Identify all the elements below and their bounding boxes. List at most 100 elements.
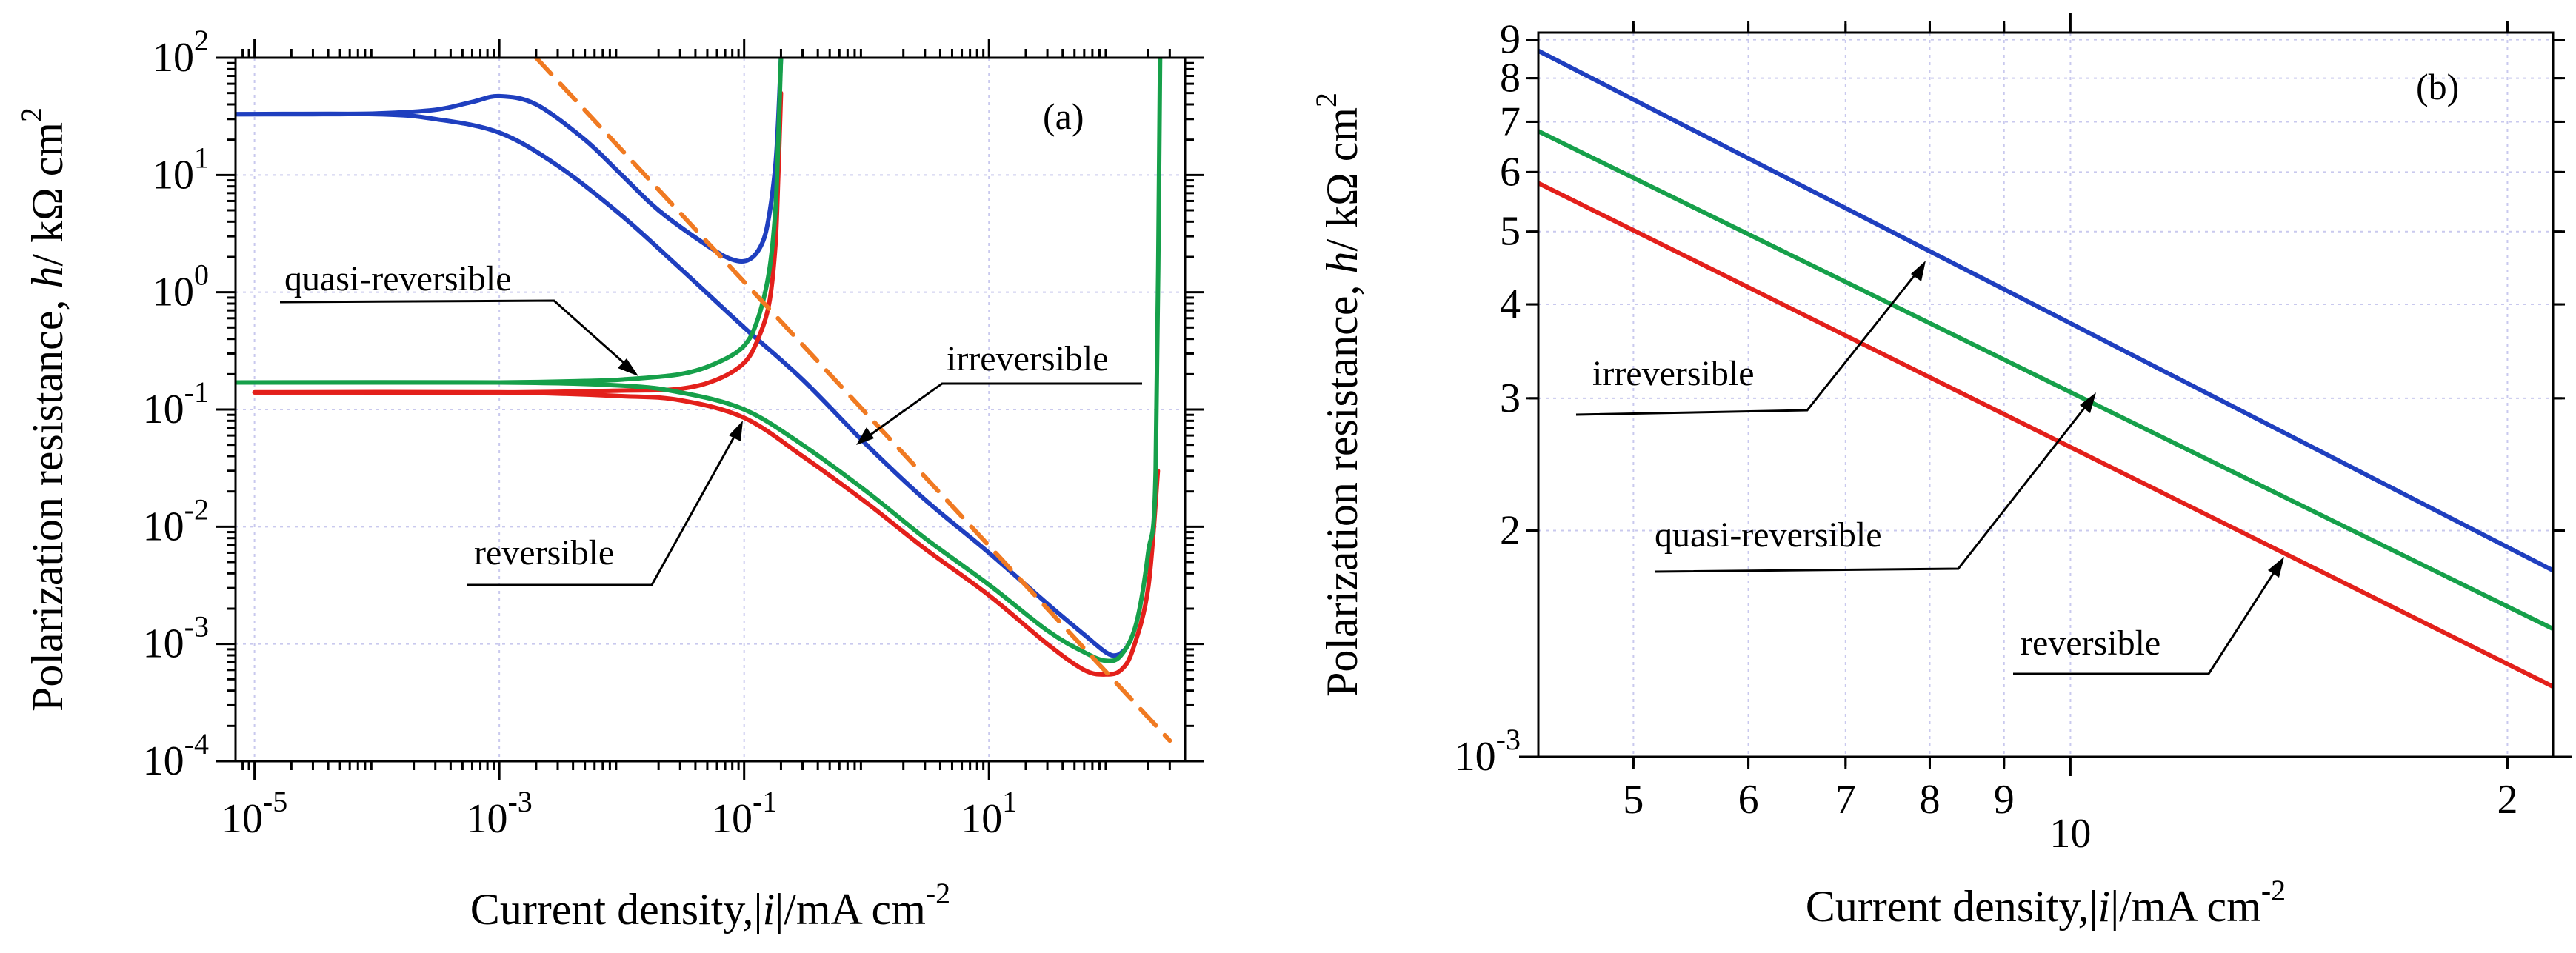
y-title-part: / kΩ cm [1318,107,1367,252]
y-tick-label: 8 [1500,56,1521,101]
y-title-part: / kΩ cm [23,122,72,267]
y-title-part: 2 [15,107,48,122]
panel-a-x-tick-labels: 10-5 10-3 10-1 101 [221,785,1017,842]
y-tick-label: 100 [153,258,209,315]
panel-a-grid [236,57,1185,762]
panel-b-x-tick-labels: 5 6 7 8 9 10 2 [1623,777,2517,857]
tick-exp: 0 [194,258,209,292]
annotation-text: reversible [474,533,614,572]
panel-a-series [236,58,1172,743]
x-title-part: i [2098,882,2111,931]
annotation-leader [1654,396,2095,573]
y-tick-label: 9 [1500,17,1521,63]
x-tick-label: 10-1 [711,785,777,842]
tick-base: 10 [1455,734,1496,780]
panel-a-tag: (a) [1043,96,1084,137]
tick-base: 10 [961,796,1002,842]
y-tick-label: 10-3 [143,610,209,667]
y-tick-label: 10-2 [143,492,209,549]
x-tick-label: 8 [1919,777,1940,823]
tick-exp: -5 [263,785,287,818]
series-line-irreversible [1538,48,2553,573]
annotation-reversible-a: reversible [467,421,743,586]
tick-base: 10 [153,270,194,315]
annotation-text: quasi-reversible [284,259,512,298]
arrow-head [729,421,743,441]
y-title-part: 2 [1309,93,1343,107]
y-tick-label: 6 [1500,149,1521,195]
tick-exp: -2 [184,492,209,526]
annotation-text: quasi-reversible [1655,515,1882,555]
series-line-asymptote [533,58,1172,743]
x-tick-label: 2 [2497,777,2517,823]
tick-base: 10 [711,796,753,842]
tick-exp: -3 [184,610,209,643]
x-title-part: |/mA cm [775,885,926,934]
annotation-text: reversible [2021,623,2160,663]
series-line-irreversible [236,58,784,264]
y-tick-label: 7 [1500,98,1521,144]
panel-a-y-axis-title: Polarization resistance, h/ kΩ cm2 [15,107,72,712]
tick-exp: -3 [507,785,532,818]
annotation-leader [858,382,1142,444]
y-title-part: Polarization resistance, [1318,274,1367,697]
series-line-quasi-reversible [236,58,1163,663]
annotation-text: irreversible [947,339,1109,378]
panel-b-y-tick-labels: 987 6 5 4 3 2 10-3 [1455,17,1521,780]
x-title-part: -2 [926,877,950,910]
y-tick-label: 4 [1500,281,1521,327]
tick-base: 10 [153,35,194,81]
tick-exp: 1 [194,141,209,174]
panel-b-tag: (b) [2416,66,2459,107]
panel-b-y-axis-title: Polarization resistance, h/ kΩ cm2 [1309,93,1367,697]
x-title-part: |/mA cm [2110,882,2261,931]
annotation-reversible-b: reversible [2013,557,2284,675]
x-tick-label: 101 [961,785,1017,842]
arrow-head [2080,392,2096,413]
annotation-irreversible-a: irreversible [856,339,1142,445]
annotation-quasi-reversible-a: quasi-reversible [279,259,638,376]
x-tick-label: 6 [1738,777,1759,823]
x-title-part: Current density,| [470,885,763,934]
tick-base: 10 [143,504,184,549]
annotation-quasi-reversible-b: quasi-reversible [1654,392,2096,573]
arrow-head [856,427,874,445]
tick-exp: -1 [753,785,777,818]
annotation-leader [467,424,742,586]
y-title-part: Polarization resistance, [23,289,72,712]
annotation-leader [279,299,636,375]
x-tick-label: 7 [1835,777,1856,823]
x-tick-label: 10 [2049,811,2091,857]
panel-b-series [1538,48,2553,689]
panel-b-grid [1538,33,2553,758]
arrow-head [2268,557,2284,578]
y-tick-label: 3 [1500,375,1521,421]
x-title-part: Current density,| [1806,882,2098,931]
x-tick-label: 5 [1623,777,1644,823]
y-tick-label: 2 [1500,508,1521,554]
annotation-leader [1575,264,1924,416]
series-line-irreversible [236,111,1128,658]
panel-b-ticks [1519,13,2572,776]
annotation-text: irreversible [1592,354,1755,393]
y-tick-label: 10-3 [1455,723,1521,780]
tick-exp: -3 [1496,723,1521,756]
annotation-irreversible-b: irreversible [1575,261,1926,416]
tick-base: 10 [143,738,184,784]
panel-b-frame [1537,31,2555,758]
tick-base: 10 [466,796,507,842]
x-tick-label: 10-5 [221,785,287,842]
y-tick-label: 10-1 [143,375,209,432]
annotation-leader [2013,561,2283,675]
panel-a-ticks [216,39,1204,780]
panel-a: 10-5 10-3 10-1 101 10210110010-110-210-310-… [15,24,1204,934]
tick-base: 10 [143,387,184,432]
series-line-quasi-reversible [1538,129,2553,632]
tick-exp: 2 [194,24,209,57]
x-tick-label: 10-3 [466,785,532,842]
series-line-reversible [1538,181,2553,689]
series-line-quasi-reversible [236,58,784,385]
tick-base: 10 [143,621,184,667]
